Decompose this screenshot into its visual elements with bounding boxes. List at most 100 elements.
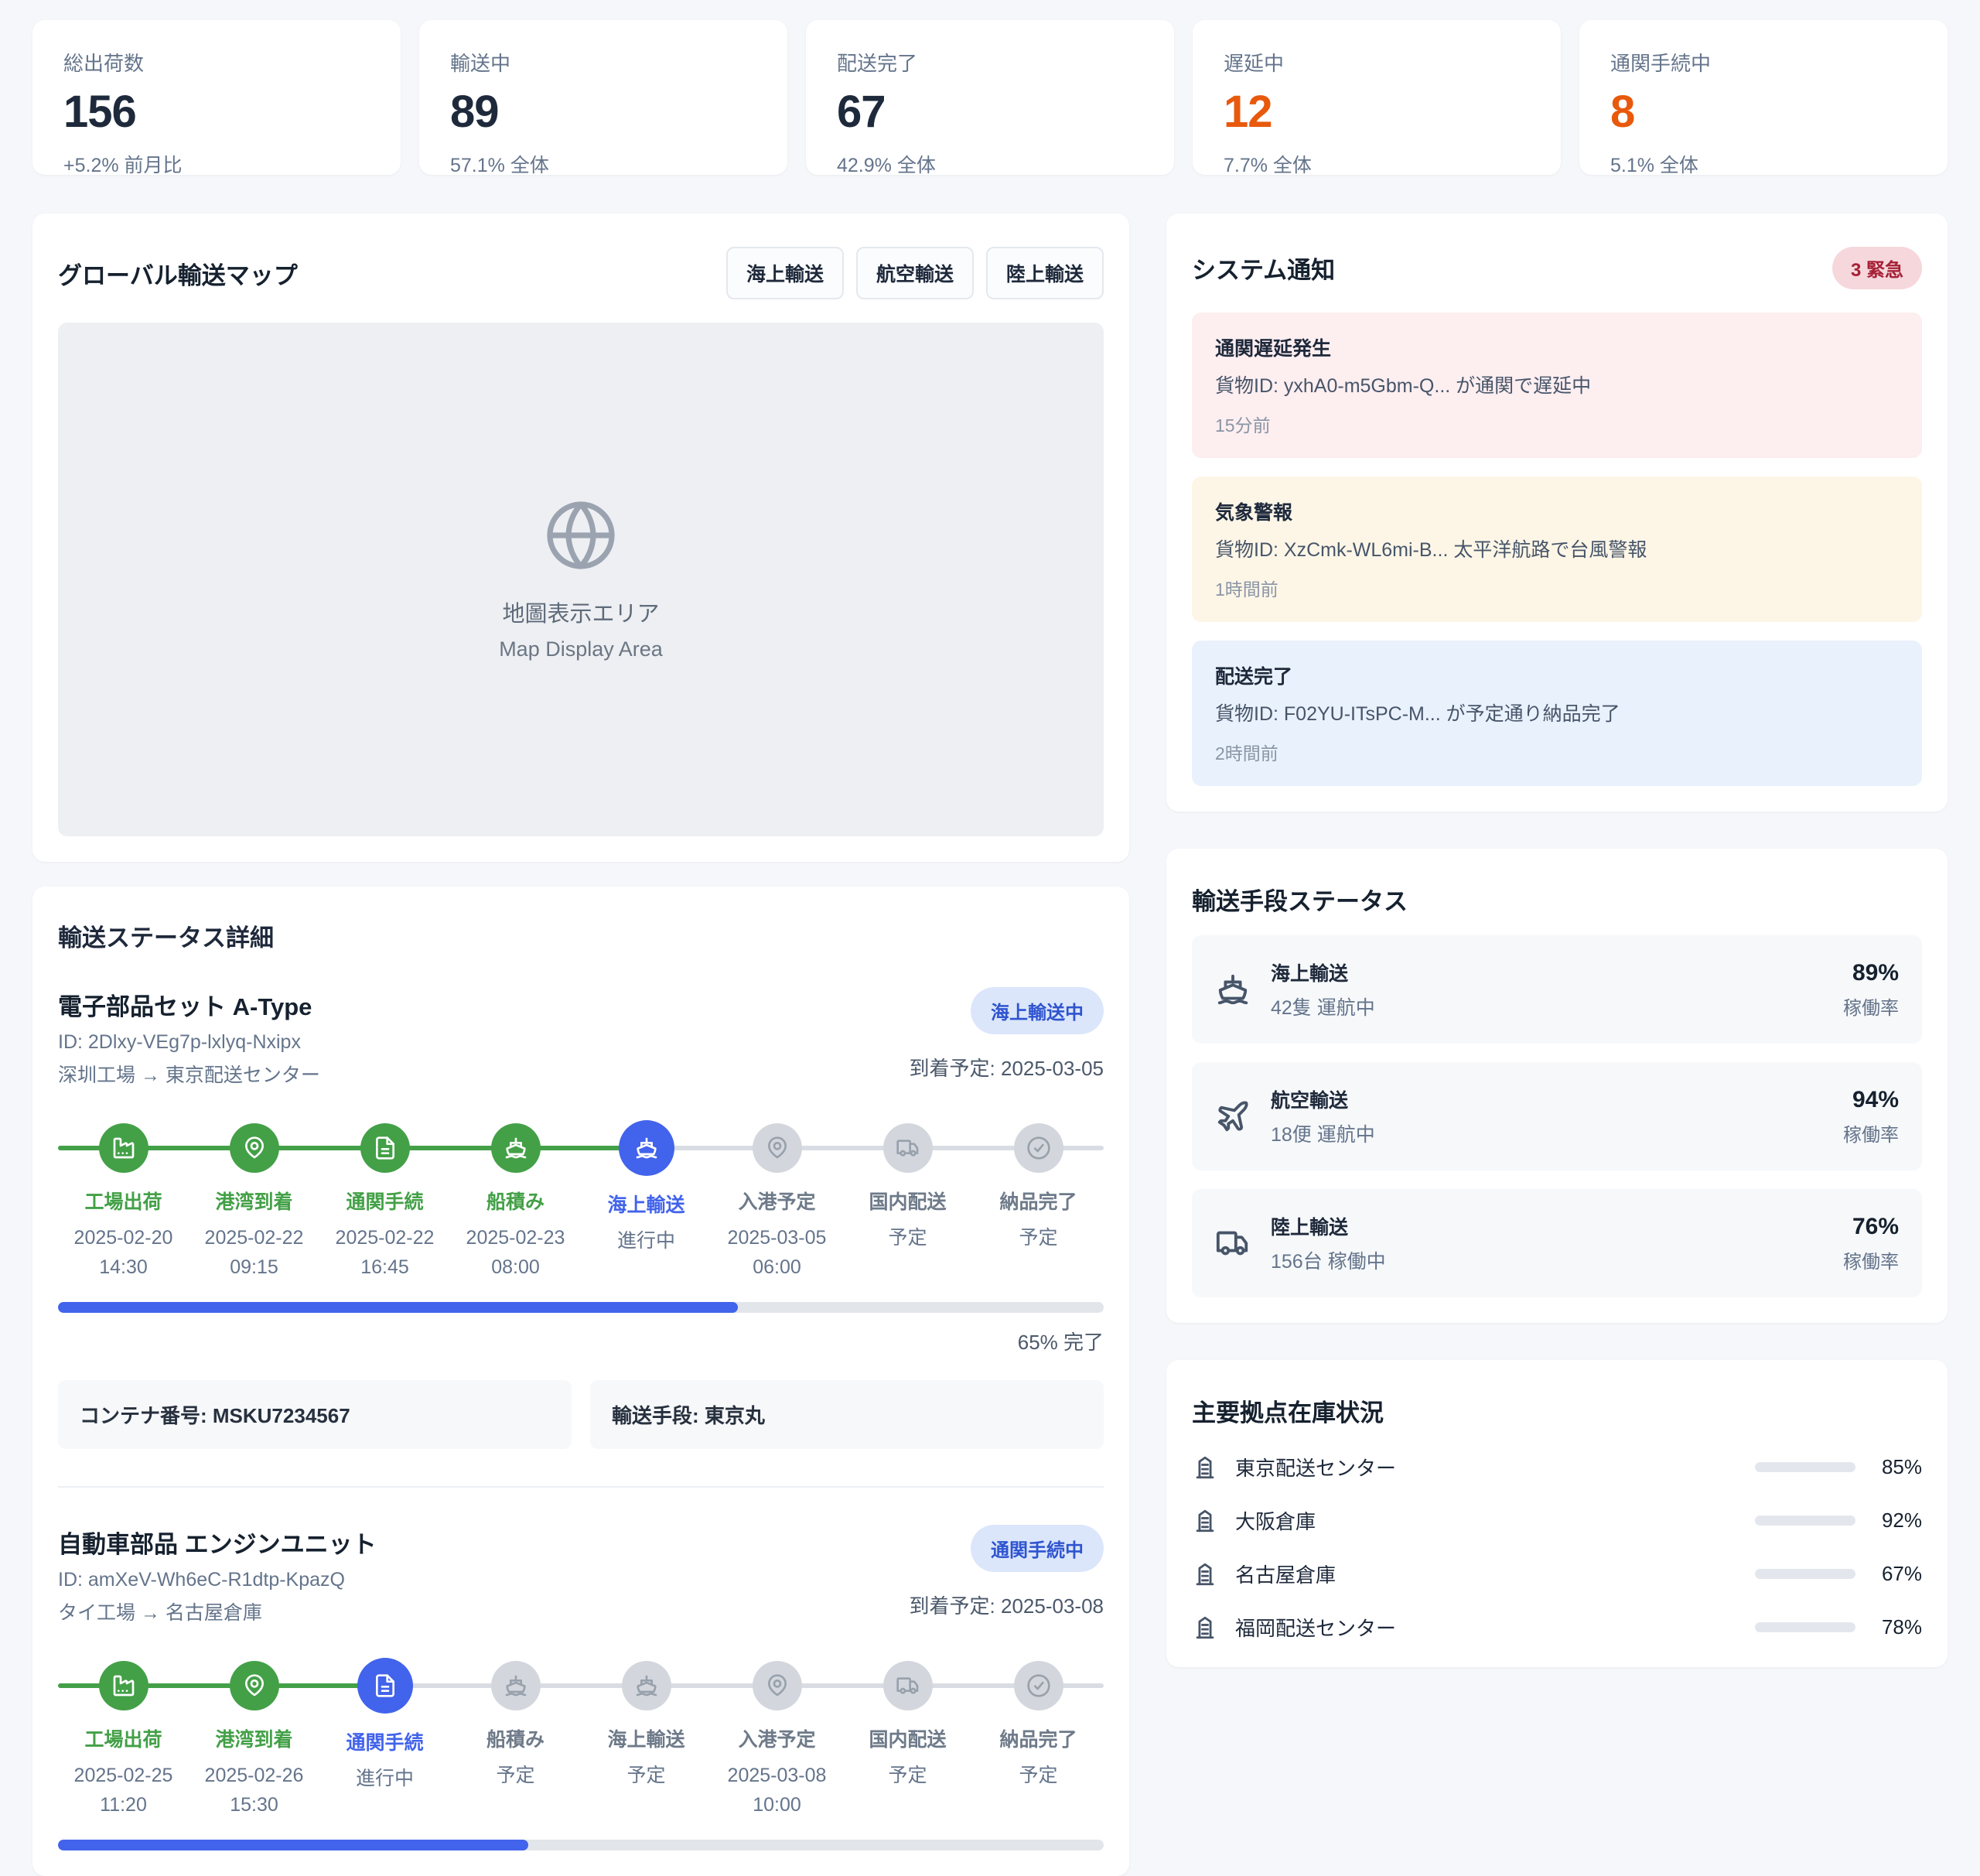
stat-sub: +5.2% 前月比 [63,155,183,176]
stat-label: 配送完了 [837,52,918,75]
global-map-card: グローバル輸送マップ 海上輸送 航空輸送 陸上輸送 地圖表示エリア Map Disp… [32,214,1129,862]
stat-card-2: 輸送中 89 57.1% 全体 [419,20,787,176]
stat-card-5: 通関手続中 8 5.1% 全体 [1579,20,1948,176]
transport-mode-rate: 94% 稼働率 [1843,1087,1899,1146]
stat-card-4: 遅延中 12 7.7% 全体 [1193,20,1561,176]
transport-mode-row: 海上輸送 42隻 運航中 89% 稼働率 [1192,935,1922,1044]
stat-card-1: 総出荷数 156 +5.2% 前月比 [32,20,401,176]
timeline-step-sub: 予定 [1019,1227,1058,1249]
notification-time: 15分前 [1215,415,1271,436]
stat-sub: 7.7% 全体 [1224,155,1312,176]
shipment-status-badge: 海上輸送中 [971,987,1104,1034]
timeline-step-国内配送: 国内配送 予定 [842,1661,973,1820]
transport-mode-sub: 42隻 運航中 [1271,997,1375,1019]
timeline-step-label: 通関手続 [346,1191,424,1213]
timeline-step-label: 工場出荷 [84,1729,162,1751]
shipment-timeline: 工場出荷 2025-02-25 11:20 港湾到着 2025-02-26 15:30… [58,1658,1104,1820]
transport-mode-percent: 94% [1852,1086,1899,1112]
inventory-percent: 85% [1881,1455,1922,1478]
shipment-progress-track [58,1840,1104,1850]
ship-icon [1215,972,1251,1007]
shipment-detail-box: 輸送手段: 東京丸 [590,1380,1104,1449]
stat-label: 総出荷数 [63,52,145,75]
inventory-progress-bar [1755,1515,1855,1526]
notification-body: 貨物ID: yxhA0-m5Gbm-Q... が通関で遅延中 [1215,375,1592,397]
timeline-step-海上輸送: 海上輸送 進行中 [581,1120,712,1282]
notification-title: 気象警報 [1215,502,1293,524]
transport-mode-percent: 76% [1852,1213,1899,1239]
urgent-count-badge: 3 緊急 [1832,247,1922,289]
timeline-step-sub: 2025-02-20 14:30 [73,1227,173,1278]
notification-item-alert[interactable]: 通関遅延発生 貨物ID: yxhA0-m5Gbm-Q... が通関で遅延中 15分前 [1192,313,1922,458]
inventory-percent: 67% [1881,1562,1922,1585]
transport-mode-rate: 76% 稼働率 [1843,1214,1899,1273]
ship-icon [490,1123,541,1173]
inventory-status-card: 主要拠点在庫状況 東京配送センター 85% 大阪倉庫 92% 名古屋倉庫 67% 福岡配送セ… [1166,1360,1948,1667]
timeline-step-sub: 2025-03-08 10:00 [727,1765,827,1816]
shipment-progress-label: 65% 完了 [1017,1331,1104,1354]
inventory-row: 大阪倉庫 92% [1192,1506,1922,1535]
timeline-step-sub: 進行中 [616,1230,675,1252]
stat-sub: 42.9% 全体 [837,155,936,176]
stat-sub: 57.1% 全体 [450,155,549,176]
map-filter-button-陸上輸送[interactable]: 陸上輸送 [985,247,1104,299]
warehouse-icon [1192,1561,1218,1587]
timeline-step-label: 海上輸送 [607,1194,685,1216]
warehouse-icon [1192,1508,1218,1534]
notification-body: 貨物ID: F02YU-ITsPC-M... が予定通り納品完了 [1215,703,1620,725]
timeline-step-label: 船積み [486,1191,544,1213]
shipment-eta: 到着予定: 2025-03-05 [909,1057,1104,1080]
timeline-step-sub: 2025-02-25 11:20 [73,1765,173,1816]
shipment-info: 電子部品セット A-Type ID: 2Dlxy-VEg7p-lxlyq-Nxip… [58,987,320,1088]
check-icon [1013,1661,1063,1710]
inventory-title: 主要拠点在庫状況 [1192,1399,1384,1427]
timeline-step-sub: 予定 [888,1227,927,1249]
system-notifications-card: システム通知 3 緊急 通関遅延発生 貨物ID: yxhA0-m5Gbm-Q...… [1166,214,1948,812]
timeline-step-sub: 進行中 [355,1768,414,1789]
transport-mode-percent: 89% [1852,959,1899,986]
stat-value: 89 [450,87,500,137]
timeline-step-sub: 2025-02-23 08:00 [466,1227,565,1278]
timeline-step-sub: 2025-03-05 06:00 [727,1227,827,1278]
notification-item-warning[interactable]: 気象警報 貨物ID: XzCmk-WL6mi-B... 太平洋航路で台風警報 1時間… [1192,477,1922,622]
stats-row: 総出荷数 156 +5.2% 前月比 輸送中 89 57.1% 全体 配送完了 67 42.9%… [0,0,1980,176]
shipment-block: 自動車部品 エンジンユニット ID: amXeV-Wh6eC-R1dtp-Kpaz… [58,1525,1104,1850]
notification-item-info[interactable]: 配送完了 貨物ID: F02YU-ITsPC-M... が予定通り納品完了 2時間前 [1192,641,1922,786]
transport-mode-name: 海上輸送 [1271,963,1349,985]
transport-mode-percent-label: 稼働率 [1843,997,1899,1019]
shipment-progress [58,1840,1104,1850]
shipment-status-badge: 通関手続中 [971,1525,1104,1572]
shipment-status-title: 輸送ステータス詳細 [58,924,274,952]
factory-icon [98,1661,148,1710]
shipment-progress-track [58,1302,1104,1313]
shipment-name: 自動車部品 エンジンユニット [58,1531,377,1558]
stat-value: 67 [837,87,886,137]
warehouse-icon [1192,1615,1218,1641]
timeline-step-通関手続: 通関手続 2025-02-22 16:45 [319,1123,450,1282]
map-filter-buttons: 海上輸送 航空輸送 陸上輸送 [725,247,1104,299]
transport-mode-rate: 89% 稼働率 [1843,960,1899,1020]
notification-title: 配送完了 [1215,666,1293,688]
timeline-step-label: 海上輸送 [607,1729,685,1751]
shipment-header: 自動車部品 エンジンユニット ID: amXeV-Wh6eC-R1dtp-Kpaz… [58,1525,1104,1625]
map-filter-button-海上輸送[interactable]: 海上輸送 [725,247,844,299]
notification-time: 1時間前 [1215,579,1278,600]
transport-mode-row: 陸上輸送 156台 稼働中 76% 稼働率 [1192,1189,1922,1297]
notifications-title: システム通知 [1192,257,1336,284]
map-filter-button-航空輸送[interactable]: 航空輸送 [855,247,974,299]
truck-icon [882,1123,933,1173]
timeline-step-sub: 予定 [496,1765,535,1786]
timeline-step-label: 通関手続 [346,1732,424,1754]
timeline-step-label: 港湾到着 [215,1191,293,1213]
shipment-detail-boxes: コンテナ番号: MSKU7234567 輸送手段: 東京丸 [58,1380,1104,1449]
inventory-progress-bar [1755,1569,1855,1579]
inventory-list: 東京配送センター 85% 大阪倉庫 92% 名古屋倉庫 67% 福岡配送センター 78% [1192,1453,1922,1642]
timeline-step-label: 国内配送 [869,1729,947,1751]
timeline-step-label: 入港予定 [738,1191,816,1213]
stat-value: 12 [1224,87,1273,137]
timeline-step-納品完了: 納品完了 予定 [973,1661,1104,1820]
ship-icon [618,1120,674,1176]
stat-label: 輸送中 [450,52,511,75]
pin-icon [229,1661,279,1710]
